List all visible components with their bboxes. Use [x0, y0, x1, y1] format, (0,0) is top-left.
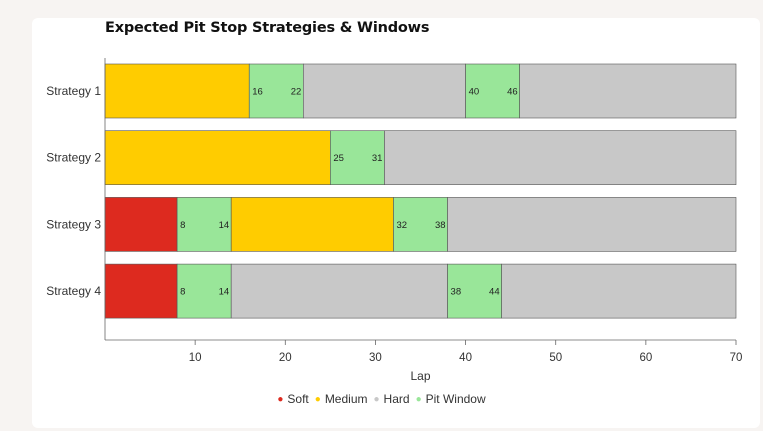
bars-layer [104, 63, 737, 319]
x-tick-label: 30 [369, 352, 382, 364]
strategy-label-4: Strategy 4 [46, 284, 101, 298]
bar-segment-pit_window [176, 263, 232, 319]
window-start-label: 25 [333, 153, 344, 164]
legend-item-soft[interactable]: ● Soft [277, 392, 308, 406]
bar-segment-medium [104, 63, 250, 119]
x-tick-label: 70 [730, 352, 743, 364]
bar-segment-medium [104, 130, 331, 185]
window-end-label: 22 [291, 87, 302, 98]
x-tick-label: 10 [189, 352, 202, 364]
window-start-label: 32 [396, 220, 407, 231]
legend-item-pit-window[interactable]: ● Pit Window [416, 392, 486, 406]
legend-dot-icon: ● [277, 394, 284, 405]
strategy-label-1: Strategy 1 [46, 84, 101, 98]
legend-item-medium[interactable]: ● Medium [315, 392, 368, 406]
bar-segment-pit_window [393, 197, 448, 252]
window-end-label: 31 [372, 153, 383, 164]
bar-segment-pit_window [447, 263, 502, 319]
legend-item-hard[interactable]: ● Hard [374, 392, 410, 406]
bar-segment-hard [303, 63, 466, 119]
bar-segment-hard [501, 263, 737, 319]
window-start-label: 40 [469, 87, 480, 98]
window-end-label: 14 [219, 287, 230, 298]
bar-segment-hard [384, 130, 737, 185]
x-tick-label: 20 [279, 352, 292, 364]
window-start-label: 8 [180, 287, 185, 298]
bar-segment-hard [519, 63, 737, 119]
chart-title: Expected Pit Stop Strategies & Windows [105, 20, 430, 36]
legend-label: Medium [324, 392, 368, 406]
x-tick-label: 60 [639, 352, 652, 364]
data-labels-layer: 16 22 40 46 25 31 8 14 32 38 8 14 38 44 [180, 87, 518, 298]
legend-dot-icon: ● [373, 394, 380, 405]
x-axis-title: Lap [410, 369, 430, 383]
bar-segment-pit_window [176, 197, 232, 252]
window-end-label: 38 [435, 220, 446, 231]
axes-layer: Strategy 1 Strategy 2 Strategy 3 Strategy 4… [46, 58, 742, 383]
bar-segment-soft [104, 263, 178, 319]
legend-dot-icon: ● [415, 394, 422, 405]
x-tick-label: 40 [459, 352, 472, 364]
bar-segment-medium [230, 197, 394, 252]
window-end-label: 14 [219, 220, 230, 231]
strategy-label-3: Strategy 3 [46, 217, 101, 231]
legend-label: Soft [287, 392, 309, 406]
x-tick-label: 50 [549, 352, 562, 364]
window-end-label: 44 [489, 287, 500, 298]
bar-segment-pit_window [248, 63, 304, 119]
legend: ● Soft ● Medium ● Hard ● Pit Window [0, 392, 763, 406]
bar-segment-hard [447, 197, 737, 252]
window-start-label: 16 [252, 87, 263, 98]
strategy-label-2: Strategy 2 [46, 151, 101, 165]
window-end-label: 46 [507, 87, 518, 98]
legend-label: Pit Window [425, 392, 486, 406]
bar-segment-soft [104, 197, 178, 252]
bar-segment-pit_window [330, 130, 385, 185]
legend-dot-icon: ● [314, 394, 321, 405]
window-start-label: 8 [180, 220, 185, 231]
bar-segment-hard [230, 263, 448, 319]
window-start-label: 38 [451, 287, 462, 298]
legend-label: Hard [383, 392, 410, 406]
